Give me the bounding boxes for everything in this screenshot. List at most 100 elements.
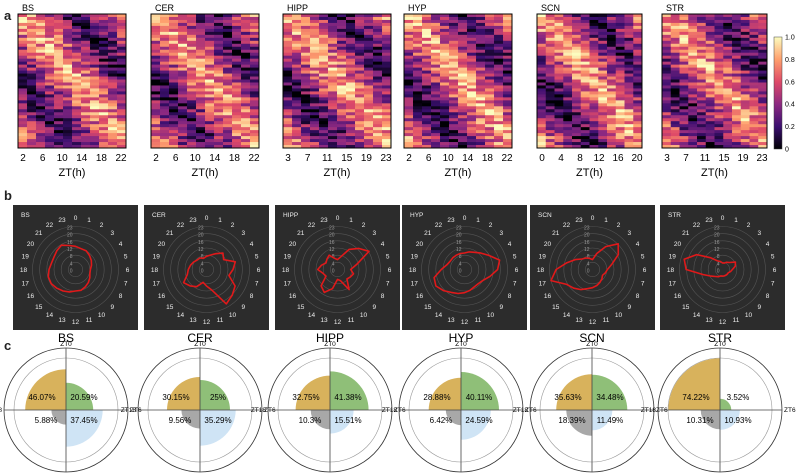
- heatmap-cell: [90, 40, 100, 45]
- heatmap-cell: [431, 91, 441, 95]
- heatmap-cell: [18, 145, 28, 149]
- heatmap-cell: [45, 34, 55, 39]
- radar-hour-label: 12: [589, 319, 597, 326]
- heatmap-cell: [449, 124, 459, 128]
- heatmap-cell: [431, 79, 441, 83]
- heatmap-cell: [449, 118, 459, 122]
- heatmap-cell: [440, 142, 450, 146]
- heatmap-cell: [27, 121, 37, 125]
- heatmap-cell: [90, 55, 100, 60]
- heatmap-cell: [27, 76, 37, 80]
- heatmap-cell: [36, 121, 46, 125]
- heatmap-cell: [607, 91, 617, 95]
- heatmap-cell: [607, 49, 617, 54]
- heatmap-cell: [196, 91, 206, 95]
- heatmap-cell: [670, 145, 680, 149]
- heatmap-cell: [63, 145, 73, 149]
- radar-hour-label: 4: [636, 241, 640, 248]
- heatmap-cell: [413, 121, 423, 125]
- heatmap-cell: [714, 22, 724, 27]
- heatmap-cell: [705, 124, 715, 128]
- radar-hour-label: 1: [734, 217, 738, 224]
- heatmap-cell: [232, 142, 242, 146]
- heatmap-cell: [449, 14, 459, 18]
- heatmap-cell: [364, 127, 374, 131]
- heatmap-cell: [108, 31, 118, 36]
- quadrant-value-q4: 6.42%: [430, 416, 453, 425]
- heatmap-cell: [382, 34, 392, 39]
- heatmap-cell: [292, 76, 302, 80]
- heatmap-cell: [476, 82, 486, 86]
- heatmap-cell: [223, 28, 233, 33]
- heatmap-cell: [413, 124, 423, 128]
- heatmap-cell: [476, 22, 486, 27]
- radar-series-line: [182, 252, 237, 305]
- heatmap-cell: [205, 37, 215, 42]
- heatmap-cell: [310, 145, 320, 149]
- heatmap-cell: [467, 49, 477, 54]
- heatmap-cell: [624, 79, 634, 83]
- heatmap-cell: [151, 22, 161, 27]
- heatmap-cell: [364, 91, 374, 95]
- heatmap-cell: [373, 22, 383, 27]
- heatmap-cell: [169, 97, 179, 101]
- heatmap-cell: [449, 85, 459, 89]
- heatmap-cell: [90, 16, 100, 21]
- heatmap-cell: [467, 37, 477, 42]
- heatmap-cell: [169, 121, 179, 125]
- heatmap-cell: [310, 97, 320, 101]
- heatmap-cell: [36, 100, 46, 104]
- heatmap-cell: [422, 145, 432, 149]
- heatmap-cell: [232, 16, 242, 21]
- heatmap-cell: [624, 94, 634, 98]
- heatmap-cell: [310, 70, 320, 74]
- heatmap-cell: [319, 64, 329, 68]
- heatmap-cell: [723, 88, 733, 92]
- radar-hour-label: 23: [58, 217, 66, 224]
- heatmap-cell: [18, 49, 28, 54]
- heatmap-cell: [63, 25, 73, 30]
- heatmap-cell: [346, 100, 356, 104]
- heatmap-cell: [503, 97, 513, 101]
- heatmap-cell: [740, 70, 750, 74]
- heatmap-cell: [160, 58, 170, 63]
- heatmap-cell: [494, 82, 504, 86]
- heatmap-cell: [580, 100, 590, 104]
- heatmap-cell: [688, 118, 698, 122]
- heatmap-cell: [117, 46, 127, 51]
- heatmap-cell: [319, 145, 329, 149]
- heatmap-cell: [758, 58, 768, 63]
- heatmap-cell: [117, 16, 127, 21]
- heatmap-cell: [440, 31, 450, 36]
- heatmap-cell: [563, 49, 573, 54]
- heatmap-cell: [72, 64, 82, 68]
- heatmap-cell: [503, 25, 513, 30]
- heatmap-cell: [580, 136, 590, 140]
- radar-hour-label: 0: [591, 215, 595, 222]
- heatmap-cell: [589, 124, 599, 128]
- heatmap-cell: [563, 97, 573, 101]
- heatmap-cell: [283, 130, 293, 134]
- heatmap-cell: [589, 37, 599, 42]
- heatmap-cell: [54, 91, 64, 95]
- heatmap-cell: [117, 14, 127, 18]
- heatmap-cell: [108, 28, 118, 33]
- heatmap-cell: [178, 121, 188, 125]
- heatmap-cell: [670, 118, 680, 122]
- heatmap-cell: [422, 67, 432, 71]
- heatmap-cell: [537, 73, 547, 77]
- heatmap-cell: [449, 76, 459, 80]
- heatmap-cell: [160, 145, 170, 149]
- heatmap-cell: [187, 76, 197, 80]
- heatmap-cell: [169, 118, 179, 122]
- heatmap-cell: [214, 76, 224, 80]
- heatmap-cell: [319, 127, 329, 131]
- heatmap-cell: [485, 109, 495, 113]
- heatmap-cell: [705, 16, 715, 21]
- radar-background: [275, 205, 400, 330]
- heatmap-cell: [45, 109, 55, 113]
- radar-grid-ring: [68, 262, 83, 277]
- heatmap-cell: [214, 25, 224, 30]
- heatmap-cell: [27, 88, 37, 92]
- heatmap-cell: [554, 46, 564, 51]
